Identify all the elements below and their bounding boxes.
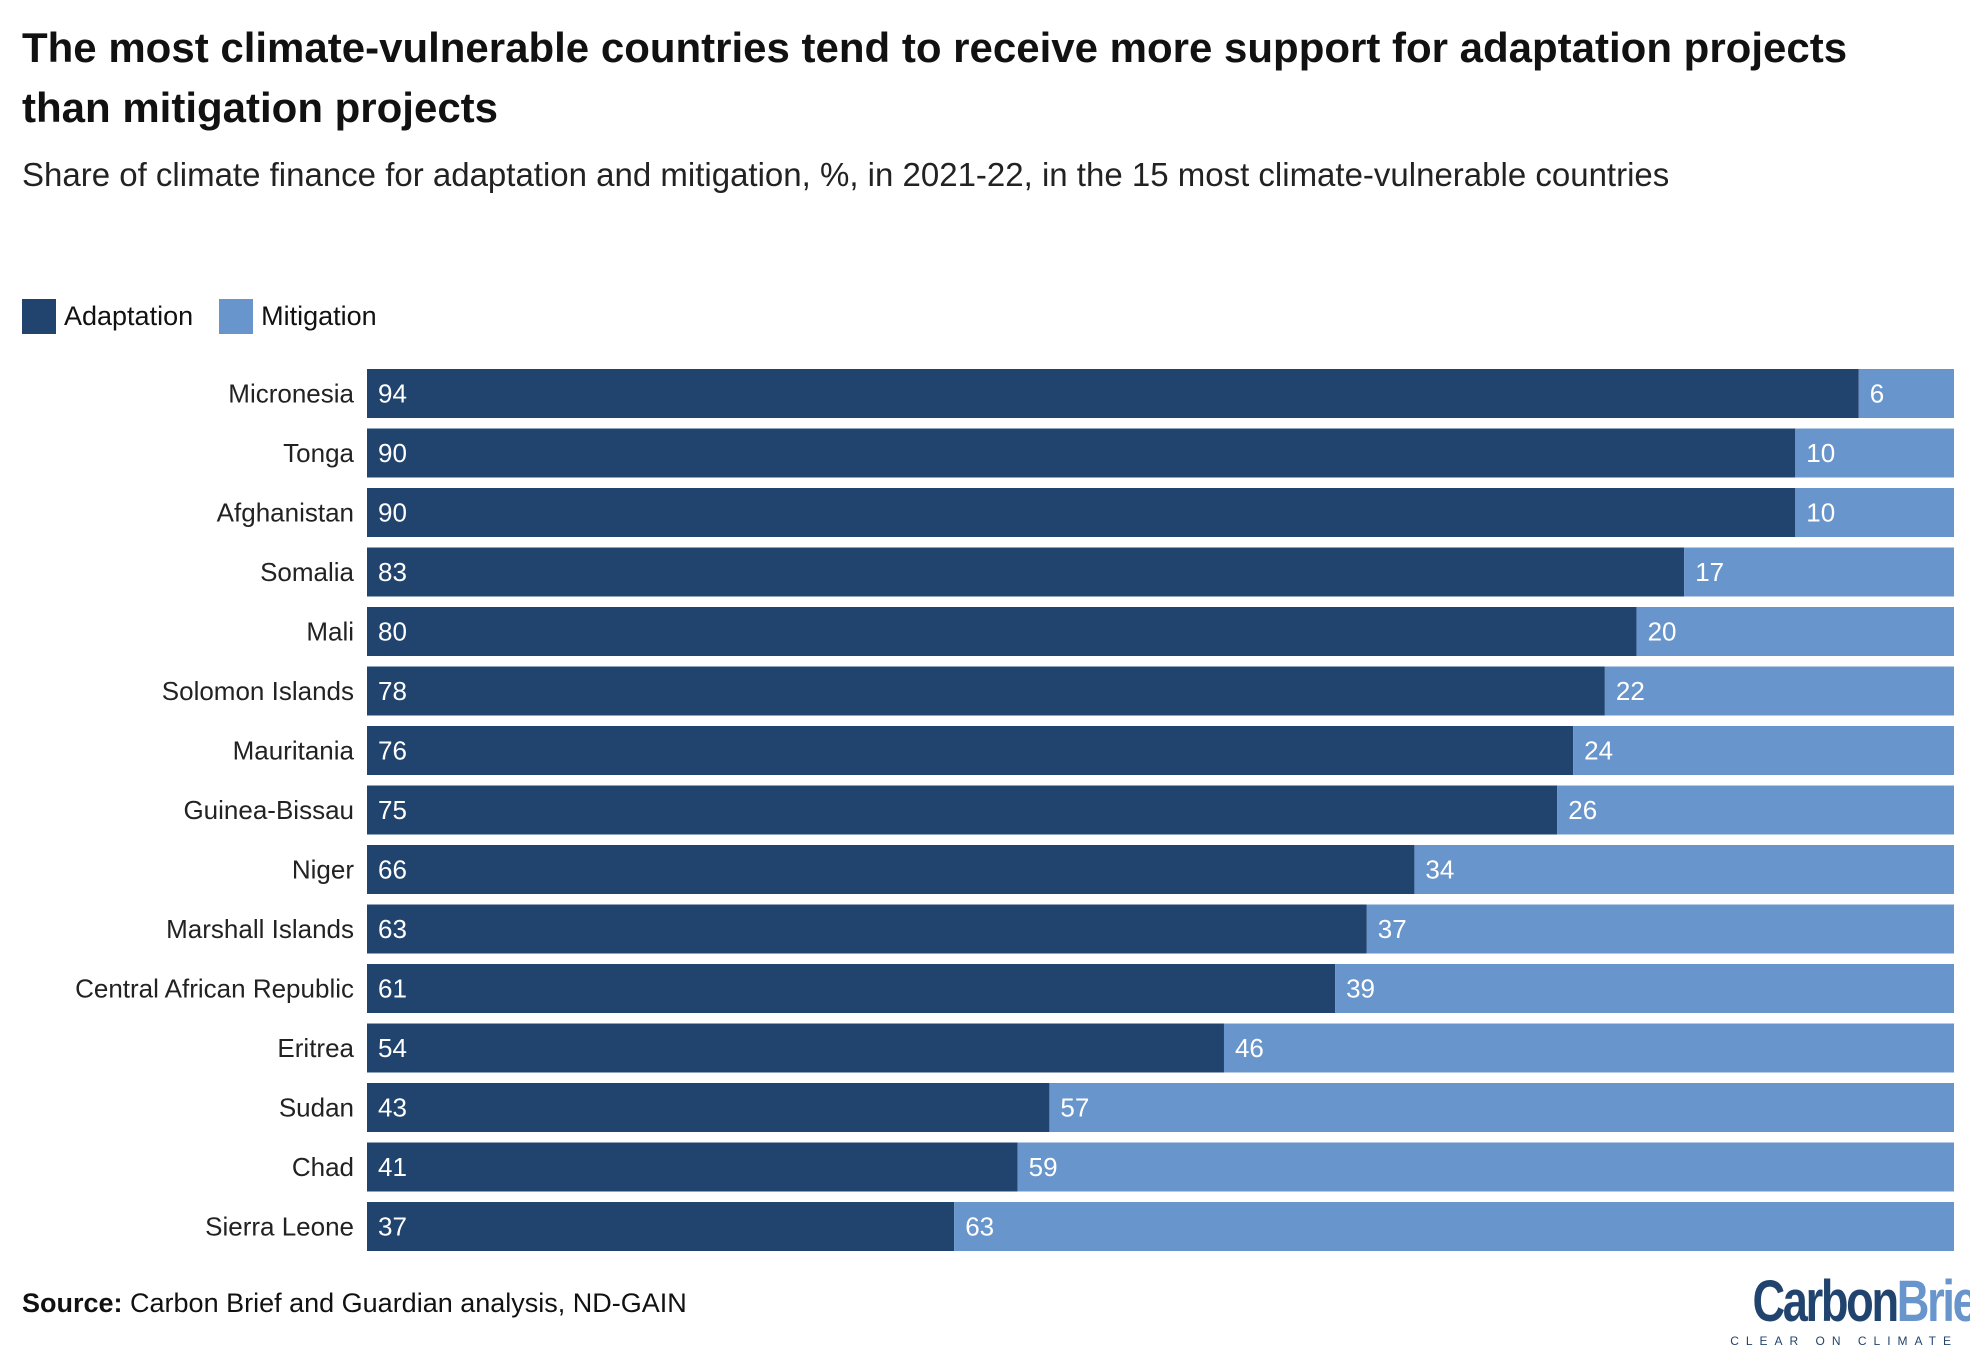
legend: Adaptation Mitigation [22, 299, 403, 334]
data-label-mitigation: 10 [1806, 438, 1835, 468]
bar-mitigation [1223, 1023, 1954, 1073]
category-label: Solomon Islands [162, 676, 354, 706]
category-label: Eritrea [277, 1033, 354, 1063]
data-label-adaptation: 83 [378, 557, 407, 587]
bar-mitigation [954, 1202, 1954, 1251]
bar-mitigation [1557, 785, 1954, 835]
logo-tagline: CLEAR ON CLIMATE [1730, 1334, 1958, 1348]
bar-mitigation [1858, 369, 1954, 418]
data-label-adaptation: 63 [378, 914, 407, 944]
category-label: Micronesia [228, 379, 354, 409]
logo-part2: Brief [1896, 1269, 1970, 1334]
data-label-mitigation: 17 [1695, 557, 1724, 587]
bar-mitigation [1636, 607, 1954, 656]
data-label-adaptation: 61 [378, 974, 407, 1004]
legend-item-mitigation: Mitigation [219, 299, 377, 334]
data-label-adaptation: 80 [378, 617, 407, 647]
category-label: Marshall Islands [166, 914, 354, 944]
bar-mitigation [1414, 845, 1954, 894]
bar-mitigation [1366, 904, 1954, 954]
data-label-mitigation: 6 [1870, 379, 1884, 409]
bar-mitigation [1017, 1142, 1954, 1192]
data-label-adaptation: 75 [378, 795, 407, 825]
data-label-adaptation: 90 [378, 498, 407, 528]
category-label: Afghanistan [217, 498, 354, 528]
bar-adaptation [367, 726, 1574, 775]
category-label: Tonga [283, 438, 354, 468]
bar-adaptation [367, 1142, 1018, 1192]
bar-mitigation [1335, 964, 1954, 1013]
bar-adaptation [367, 785, 1558, 835]
category-label: Chad [292, 1152, 354, 1182]
bar-adaptation [367, 547, 1685, 597]
bar-mitigation [1604, 666, 1954, 716]
data-label-adaptation: 90 [378, 438, 407, 468]
data-label-adaptation: 66 [378, 855, 407, 885]
bar-adaptation [367, 1202, 955, 1251]
bar-adaptation [367, 428, 1796, 478]
category-label: Central African Republic [75, 974, 354, 1004]
bar-adaptation [367, 488, 1796, 537]
data-label-mitigation: 10 [1806, 498, 1835, 528]
legend-swatch-adaptation [22, 299, 56, 334]
category-label: Mali [306, 617, 354, 647]
bar-adaptation [367, 845, 1415, 894]
data-label-mitigation: 26 [1568, 795, 1597, 825]
data-label-adaptation: 37 [378, 1212, 407, 1242]
data-label-adaptation: 78 [378, 676, 407, 706]
data-label-mitigation: 59 [1029, 1152, 1058, 1182]
data-label-adaptation: 41 [378, 1152, 407, 1182]
category-label: Niger [292, 855, 354, 885]
bar-adaptation [367, 964, 1336, 1013]
category-label: Sudan [279, 1093, 354, 1123]
legend-item-adaptation: Adaptation [22, 299, 193, 334]
chart-subtitle: Share of climate finance for adaptation … [22, 156, 1670, 193]
bar-adaptation [367, 904, 1367, 954]
legend-label-adaptation: Adaptation [64, 301, 194, 331]
bar-adaptation [367, 369, 1859, 418]
category-label: Guinea-Bissau [183, 795, 354, 825]
legend-swatch-mitigation [219, 299, 254, 334]
data-label-mitigation: 34 [1425, 855, 1454, 885]
bar-adaptation [367, 666, 1605, 716]
stacked-bar-chart: Micronesia 94 6 Tonga 90 10 Afghanistan 90 10 Som… [75, 369, 1954, 1251]
data-label-mitigation: 39 [1346, 974, 1375, 1004]
data-label-mitigation: 37 [1378, 914, 1407, 944]
data-label-adaptation: 76 [378, 736, 407, 766]
data-label-mitigation: 46 [1235, 1033, 1264, 1063]
source-label: Source: [22, 1288, 123, 1318]
chart-title: The most climate-vulnerable countries te… [22, 24, 1848, 131]
bar-mitigation [1795, 428, 1954, 478]
category-label: Sierra Leone [205, 1212, 354, 1242]
data-label-adaptation: 94 [378, 379, 407, 409]
category-label: Somalia [260, 557, 354, 587]
bar-adaptation [367, 1083, 1050, 1132]
data-label-mitigation: 24 [1584, 736, 1613, 766]
bar-adaptation [367, 607, 1637, 656]
bar-mitigation [1049, 1083, 1954, 1132]
data-label-mitigation: 63 [965, 1212, 994, 1242]
bar-adaptation [367, 1023, 1224, 1073]
data-label-adaptation: 54 [378, 1033, 407, 1063]
bar-mitigation [1795, 488, 1954, 537]
data-label-mitigation: 22 [1616, 676, 1645, 706]
source-note: Source: Carbon Brief and Guardian analys… [22, 1288, 687, 1319]
data-label-mitigation: 20 [1648, 617, 1677, 647]
bar-mitigation [1573, 726, 1954, 775]
logo-part1: Carbon [1752, 1269, 1899, 1334]
source-text: Carbon Brief and Guardian analysis, ND-G… [122, 1288, 687, 1318]
legend-label-mitigation: Mitigation [261, 301, 377, 331]
bar-mitigation [1684, 547, 1954, 597]
data-label-adaptation: 43 [378, 1093, 407, 1123]
data-label-mitigation: 57 [1060, 1093, 1089, 1123]
category-label: Mauritania [233, 736, 355, 766]
